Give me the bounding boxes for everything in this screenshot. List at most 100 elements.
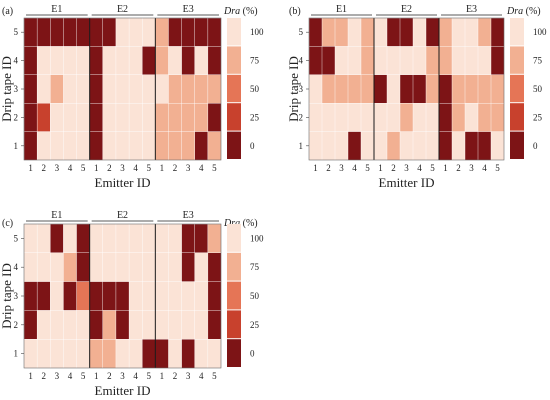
heatmap-cell: [399, 131, 414, 161]
heatmap-cell: [115, 131, 130, 161]
heatmap-cell: [438, 46, 453, 76]
heatmap-cell: [373, 131, 388, 161]
x-tick-label: 1: [443, 163, 448, 173]
heatmap-cell: [194, 223, 209, 254]
legend-label: 50: [250, 84, 260, 94]
heatmap-cell: [63, 102, 77, 132]
heatmap-cell: [386, 74, 401, 104]
heatmap-cell: [115, 310, 130, 340]
x-tick-label: 3: [120, 371, 125, 381]
heatmap-cell: [36, 310, 51, 340]
heatmap-cell: [347, 74, 362, 104]
heatmap-cell: [23, 339, 38, 369]
legend-label: 100: [533, 27, 547, 37]
legend-swatch: [227, 339, 241, 367]
heatmap-cell: [50, 17, 64, 47]
heatmap-cell: [168, 252, 183, 283]
x-tick-label: 1: [94, 163, 99, 173]
heatmap-cell: [386, 17, 401, 47]
heatmap-cell: [141, 74, 156, 104]
legend-title: Dra (%): [506, 6, 541, 17]
y-tick-label: 1: [299, 141, 304, 151]
heatmap-cell: [438, 17, 453, 47]
x-tick-label: 3: [186, 163, 191, 173]
heatmap-cell: [50, 223, 64, 254]
x-tick-label: 5: [81, 371, 86, 381]
heatmap-cell: [102, 17, 117, 47]
heatmap-cell: [63, 281, 77, 311]
heatmap-cell: [50, 46, 64, 76]
legend-label: 50: [533, 84, 543, 94]
heatmap-cell: [141, 223, 156, 254]
x-tick-label: 4: [352, 163, 357, 173]
heatmap-cell: [451, 74, 466, 104]
heatmap-cell: [207, 102, 222, 132]
x-tick-label: 1: [313, 163, 318, 173]
heatmap-cell: [181, 310, 196, 340]
legend-label: 100: [250, 233, 264, 243]
heatmap-cell: [334, 131, 349, 161]
heatmap-cell: [155, 46, 169, 76]
heatmap-cell: [76, 252, 91, 283]
heatmap-cell: [194, 252, 209, 283]
y-tick-label: 2: [299, 112, 304, 122]
heatmap-cell: [23, 252, 38, 283]
heatmap-cell: [464, 74, 479, 104]
heatmap-cell: [425, 46, 440, 76]
heatmap-cell: [360, 46, 375, 76]
panel-label: (a): [2, 6, 13, 17]
heatmap-cell: [50, 339, 64, 369]
y-tick-label: 4: [14, 262, 19, 272]
heatmap-cell: [89, 310, 104, 340]
x-tick-label: 2: [456, 163, 461, 173]
x-tick-label: 5: [212, 163, 217, 173]
heatmap-cell: [63, 131, 77, 161]
y-tick-label: 3: [14, 84, 19, 94]
heatmap-cell: [477, 74, 492, 104]
heatmap-cell: [386, 46, 401, 76]
heatmap-cell: [115, 281, 130, 311]
group-label: E3: [183, 4, 194, 15]
heatmap-cell: [207, 46, 222, 76]
heatmap-cell: [89, 252, 104, 283]
legend-label: 0: [250, 141, 255, 151]
x-tick-label: 3: [120, 163, 125, 173]
legend-label: 0: [533, 141, 538, 151]
heatmap-cell: [451, 102, 466, 132]
x-tick-label: 2: [391, 163, 396, 173]
heatmap-cell: [76, 102, 91, 132]
heatmap-cell: [168, 281, 183, 311]
heatmap-cell: [141, 102, 156, 132]
heatmap-cell: [36, 131, 51, 161]
legend-swatch: [227, 252, 241, 281]
heatmap-cell: [373, 102, 388, 132]
heatmap-cell: [464, 46, 479, 76]
legend-swatch: [227, 18, 241, 46]
heatmap-cell: [207, 252, 222, 283]
heatmap-cell: [89, 223, 104, 254]
heatmap-cell: [181, 17, 196, 47]
heatmap-cell: [89, 102, 104, 132]
heatmap-cell: [334, 74, 349, 104]
legend-label: 75: [250, 56, 260, 66]
heatmap-cell: [451, 17, 466, 47]
heatmap-cell: [128, 131, 143, 161]
heatmap-cell: [308, 131, 323, 161]
heatmap-cell: [399, 46, 414, 76]
heatmap-cell: [412, 131, 427, 161]
heatmap-cell: [89, 131, 104, 161]
heatmap-cell: [102, 339, 117, 369]
x-tick-label: 3: [469, 163, 474, 173]
heatmap-cell: [23, 223, 38, 254]
y-tick-label: 4: [14, 56, 19, 66]
heatmap-cell: [128, 74, 143, 104]
heatmap-cell: [76, 131, 91, 161]
legend-label: 75: [533, 56, 543, 66]
legend-label: 100: [250, 27, 264, 37]
heatmap-cell: [347, 46, 362, 76]
heatmap-cell: [63, 74, 77, 104]
heatmap-cell: [308, 46, 323, 76]
heatmap-cell: [50, 281, 64, 311]
heatmap-cell: [141, 17, 156, 47]
